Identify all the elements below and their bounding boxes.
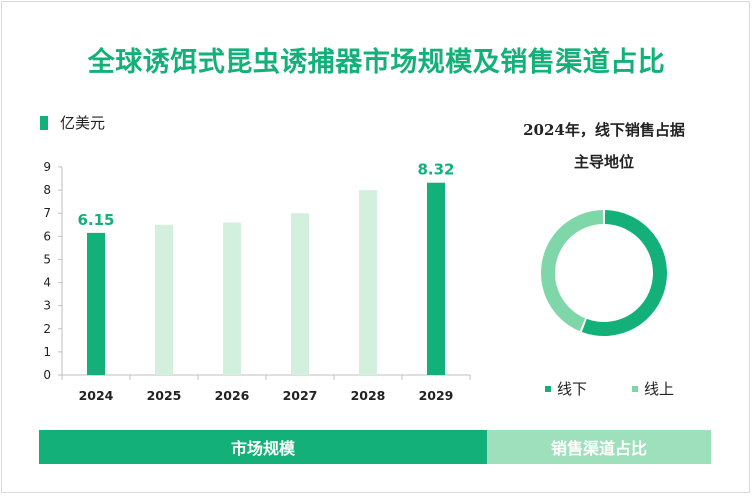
page-title: 全球诱饵式昆虫诱捕器市场规模及销售渠道占比 xyxy=(87,47,666,78)
donut-title-line1: 2024年，线下销售占据 xyxy=(523,121,685,139)
data-label-2024: 6.15 xyxy=(77,211,114,229)
y-tick-label: 2 xyxy=(43,322,51,336)
x-tick-label: 2026 xyxy=(215,388,250,403)
y-tick-label: 8 xyxy=(43,183,51,197)
donut-slice-线下 xyxy=(581,210,667,336)
bar-2028 xyxy=(359,190,377,375)
bar-2024 xyxy=(87,232,105,375)
y-tick-label: 5 xyxy=(43,252,51,266)
donut-title: 2024年，线下销售占据 主导地位 xyxy=(495,114,713,178)
legend-unit-label: 亿美元 xyxy=(60,114,106,132)
bar-2029 xyxy=(427,182,445,375)
x-tick-label: 2024 xyxy=(79,388,114,403)
legend-swatch xyxy=(40,115,48,130)
x-tick-label: 2027 xyxy=(283,388,318,403)
donut-slice-线上 xyxy=(541,210,604,332)
donut-title-line2: 主导地位 xyxy=(573,153,634,171)
bar-2026 xyxy=(223,222,241,375)
y-tick-label: 3 xyxy=(43,299,51,313)
y-tick-label: 4 xyxy=(43,276,51,290)
footer-market-size: 市场规模 xyxy=(39,430,487,464)
y-tick-label: 1 xyxy=(43,345,51,359)
bar-legend: 亿美元 xyxy=(40,112,105,133)
legend-label-offline: 线下 xyxy=(557,380,588,398)
y-tick-label: 0 xyxy=(43,368,51,382)
bar-2025 xyxy=(155,224,173,375)
y-tick-label: 7 xyxy=(43,206,51,220)
x-tick-label: 2028 xyxy=(351,388,386,403)
y-tick-label: 9 xyxy=(43,160,51,174)
footer-channel-share: 销售渠道占比 xyxy=(487,430,711,464)
data-label-2029: 8.32 xyxy=(417,161,454,179)
x-tick-label: 2029 xyxy=(419,388,454,403)
legend-label-online: 线上 xyxy=(644,380,675,398)
legend-dot-online xyxy=(632,385,638,392)
bar-2027 xyxy=(291,213,309,375)
y-tick-label: 6 xyxy=(43,229,51,243)
donut-legend-offline: 线下 xyxy=(545,378,587,399)
legend-dot-offline xyxy=(545,385,551,392)
x-tick-label: 2025 xyxy=(147,388,182,403)
donut-legend-online: 线上 xyxy=(632,378,674,399)
